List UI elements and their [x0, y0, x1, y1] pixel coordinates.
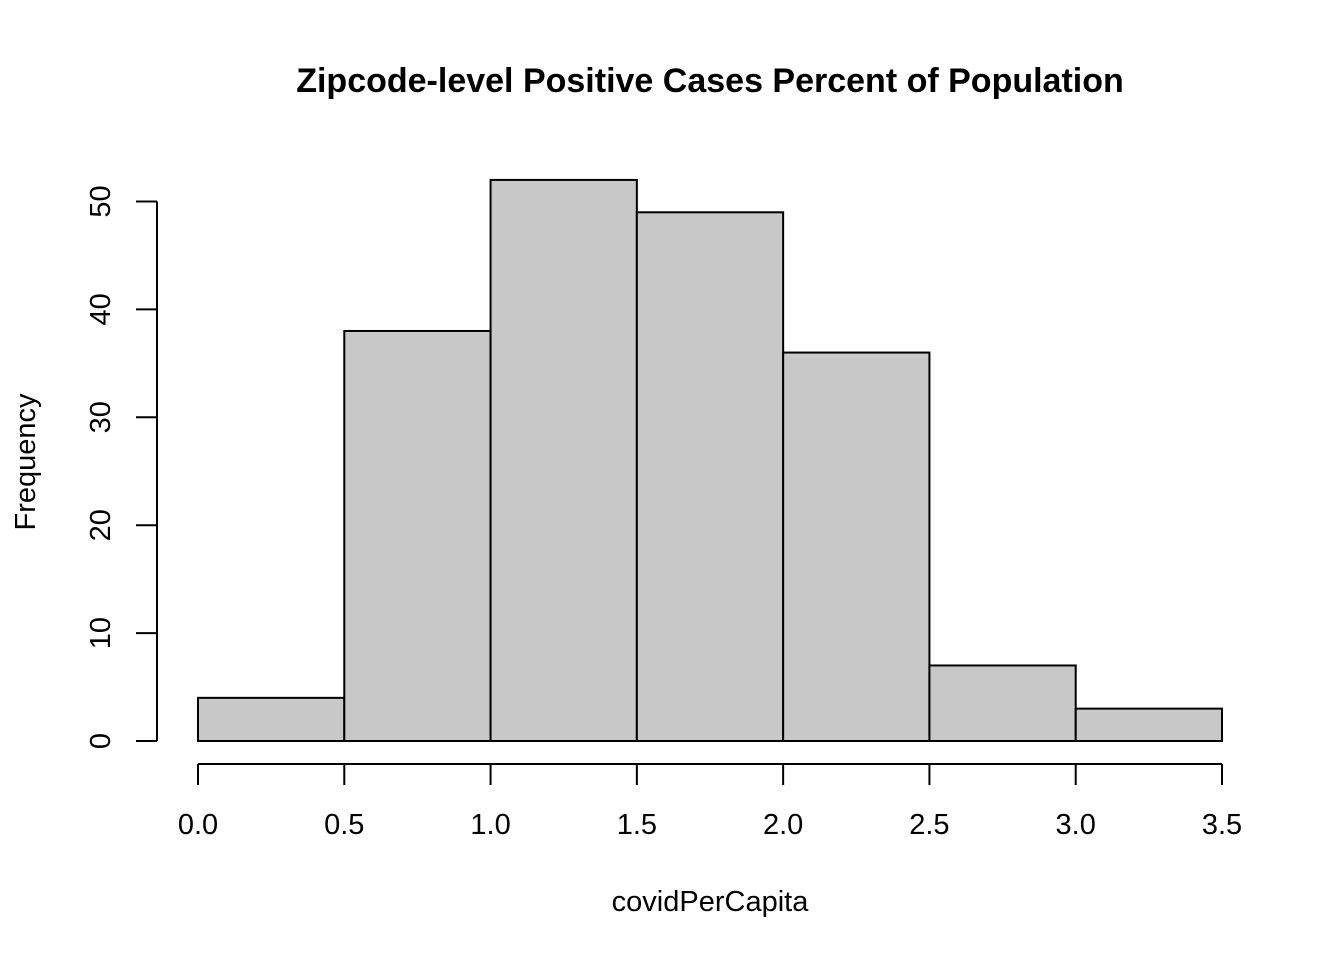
x-tick-label: 2.0	[763, 809, 803, 841]
y-tick-label: 40	[85, 293, 117, 325]
x-tick-label: 3.5	[1202, 809, 1242, 841]
chart-title: Zipcode-level Positive Cases Percent of …	[296, 62, 1124, 100]
x-tick-label: 2.5	[909, 809, 949, 841]
histogram-bar	[928, 664, 1077, 742]
histogram-bar	[1074, 707, 1223, 743]
x-tick-label: 1.5	[617, 809, 657, 841]
y-tick-label: 10	[85, 617, 117, 649]
x-axis-title: covidPerCapita	[612, 886, 810, 918]
x-tick-label: 0.5	[324, 809, 364, 841]
y-tick-label: 20	[85, 509, 117, 541]
y-axis: 0 10 20 30 40 50	[85, 185, 158, 749]
x-tick-label: 3.0	[1056, 809, 1096, 841]
x-tick-label: 0.0	[178, 809, 218, 841]
y-tick-label: 50	[85, 185, 117, 217]
histogram-bar	[343, 329, 492, 742]
histogram-bar	[197, 696, 346, 743]
y-tick-label: 0	[85, 733, 117, 749]
histogram-bar	[635, 211, 785, 743]
y-axis-title: Frequency	[10, 393, 42, 531]
bars-group	[197, 178, 1223, 743]
x-tick-label: 1.0	[470, 809, 510, 841]
y-tick-label: 30	[85, 401, 117, 433]
x-axis: 0.0 0.5 1.0 1.5 2.0 2.5 3.0 3.5	[178, 763, 1242, 841]
histogram-bar	[489, 178, 638, 743]
histogram-bar	[782, 351, 931, 742]
